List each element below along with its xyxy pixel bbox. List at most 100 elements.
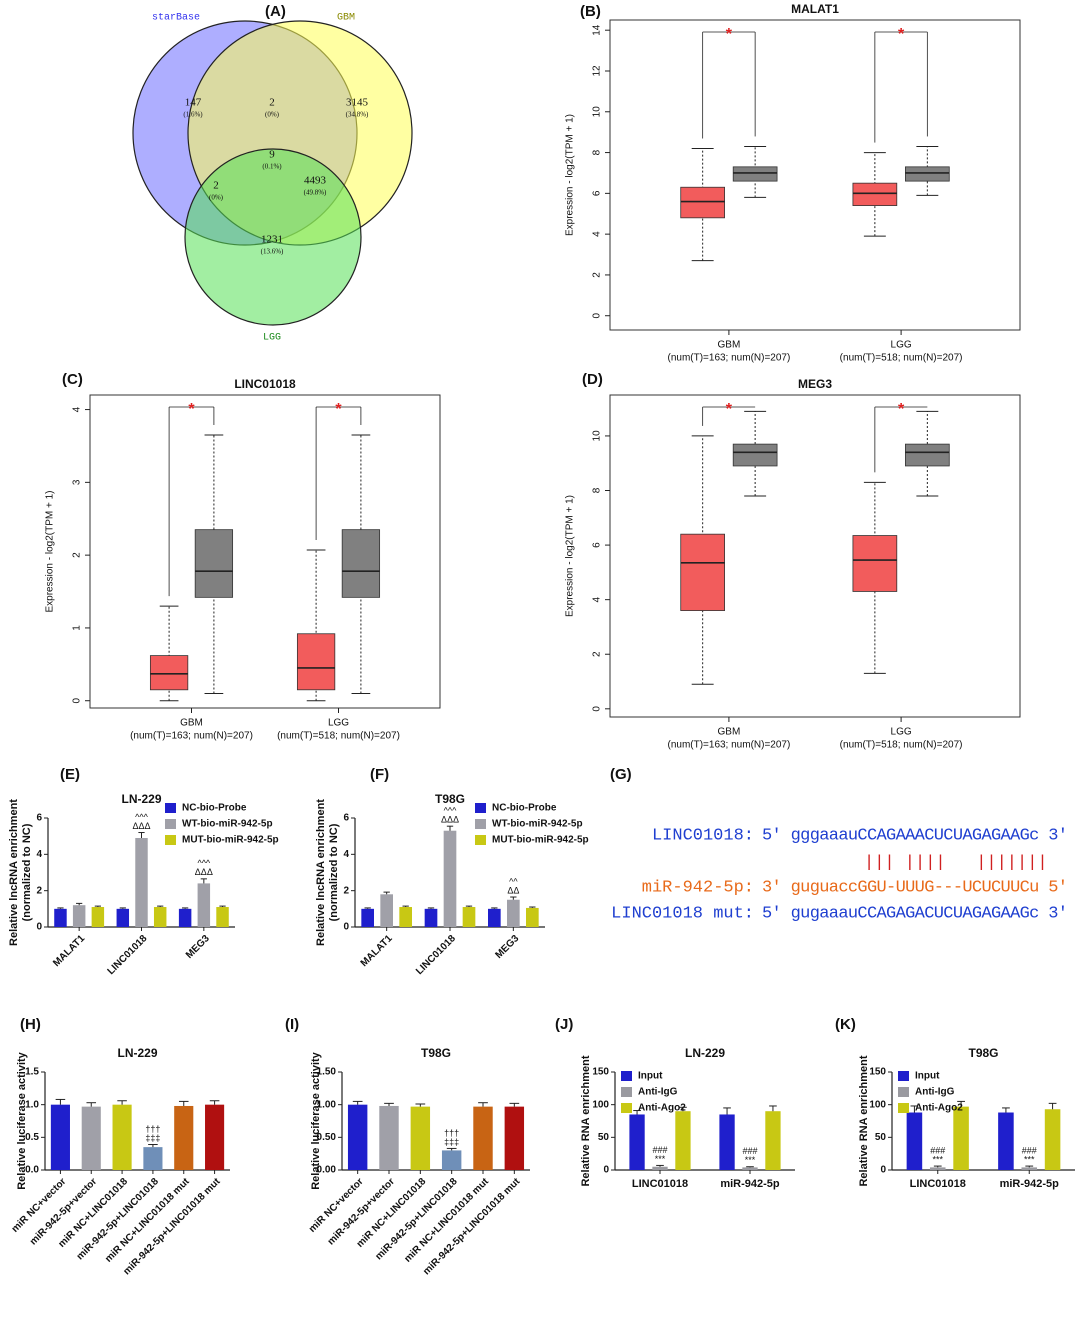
y-tick-label: 0 (592, 313, 603, 319)
bar (652, 1166, 668, 1170)
y-tick-label: 0 (343, 922, 349, 933)
x-tick-label: GBM (718, 727, 741, 738)
plot-frame (89, 394, 441, 709)
venn-set (184, 148, 362, 326)
legend-label: Input (638, 1071, 663, 1082)
box (341, 529, 381, 598)
sequence: 5' gugaaauCCAGAGACUCUAGAGAAGc 3' (762, 904, 1068, 923)
sequence: 3' guguaccGGU-UUUG---UCUCUUCu 5' (762, 878, 1068, 897)
bar (507, 899, 520, 927)
box (149, 655, 189, 691)
legend-label: MUT-bio-miR-942-5p (492, 835, 589, 846)
sequence-label: miR-942-5p: (642, 878, 754, 897)
bar (462, 907, 476, 927)
legend-swatch (475, 819, 486, 829)
x-tick-label: LINC01018 (106, 933, 150, 977)
y-tick-label: 1.0 (25, 1099, 39, 1110)
plot-frame (609, 19, 1021, 331)
legend-label: Anti-IgG (915, 1087, 955, 1098)
legend-swatch (475, 803, 486, 813)
x-tick-label: LINC01018 (414, 933, 458, 977)
chart-title: LN-229 (117, 1046, 157, 1060)
legend-label: NC-bio-Probe (182, 803, 247, 814)
region-percent: (1.6%) (183, 111, 203, 119)
chart-title: LINC01018 (234, 377, 296, 391)
x-tick-note: (num(T)=518; num(N)=207) (840, 740, 963, 751)
bar-annotation: ††† (444, 1128, 459, 1138)
y-tick-label: 0.0 (25, 1165, 39, 1176)
x-tick-note: (num(T)=518; num(N)=207) (277, 731, 400, 742)
bar-annotation: ### (930, 1145, 945, 1155)
legend-label: NC-bio-Probe (492, 803, 557, 814)
box (905, 443, 950, 467)
bar (216, 907, 229, 927)
y-tick-label: 4 (36, 849, 42, 860)
significance: * (898, 26, 905, 43)
region-percent: (49.8%) (304, 189, 327, 197)
y-tick-label: 8 (592, 487, 603, 493)
bar (380, 894, 393, 927)
y-axis-label: Relative lncRNA enrichment (315, 799, 327, 946)
y-tick-label: 10 (592, 430, 603, 442)
bar (1044, 1109, 1061, 1170)
panel-label: (G) (610, 766, 632, 783)
panel-label: (K) (835, 1016, 856, 1033)
box (852, 182, 898, 206)
x-tick-note: (num(T)=163; num(N)=207) (667, 353, 790, 364)
legend-swatch (475, 835, 486, 845)
bar-annotation: ^^ (509, 876, 518, 886)
box (680, 186, 725, 219)
y-tick-label: 2 (36, 885, 42, 896)
chart-title: MALAT1 (791, 2, 839, 16)
y-axis-label: Relative RNA enrichment (858, 1055, 870, 1186)
bar (361, 908, 374, 927)
y-tick-label: 100 (869, 1099, 886, 1110)
legend-label: WT-bio-miR-942-5p (182, 819, 273, 830)
bar (953, 1106, 969, 1170)
significance: * (188, 401, 195, 418)
y-tick-label: 0.50 (317, 1132, 337, 1143)
region-count: 2 (269, 97, 275, 109)
y-tick-label: 6 (36, 813, 42, 824)
bar (998, 1112, 1014, 1170)
y-tick-label: 0 (880, 1165, 886, 1176)
y-tick-label: 2 (592, 272, 603, 278)
bar (72, 905, 86, 927)
box (732, 166, 778, 182)
bar-annotation: ΔΔΔ (195, 867, 213, 877)
bar (50, 1104, 70, 1170)
legend-swatch (165, 803, 176, 813)
significance: * (335, 401, 342, 418)
chart-title: T98G (968, 1046, 998, 1060)
bar (54, 908, 67, 927)
y-tick-label: 6 (592, 542, 603, 548)
y-tick-label: 0.00 (317, 1165, 337, 1176)
region-count: 1231 (261, 234, 283, 246)
y-tick-label: 12 (592, 65, 603, 77)
x-tick-label: LGG (891, 340, 912, 351)
x-tick-label: LGG (891, 727, 912, 738)
panel-label: (E) (60, 766, 80, 783)
y-axis-label: Relative lncRNA enrichment (8, 799, 20, 946)
panel-label: (B) (580, 3, 601, 20)
x-tick-label: miR-942-5p (720, 1178, 780, 1190)
legend-label: Input (915, 1071, 940, 1082)
y-axis-label: Relative luciferase activity (310, 1051, 322, 1189)
significance: * (726, 26, 733, 43)
legend-swatch (621, 1087, 632, 1097)
x-tick-note: (num(T)=518; num(N)=207) (840, 353, 963, 364)
region-percent: (0.1%) (262, 163, 282, 171)
bar (441, 1150, 462, 1170)
y-tick-label: 6 (343, 813, 349, 824)
bar (174, 1105, 194, 1170)
region-count: 3145 (346, 97, 369, 109)
chart-title: LN-229 (121, 792, 161, 806)
chart-title: T98G (435, 792, 465, 806)
y-tick-label: 50 (875, 1132, 887, 1143)
bar (719, 1114, 735, 1170)
bar (135, 837, 148, 927)
panel-label: (C) (62, 371, 83, 388)
bar-annotation: ### (1022, 1145, 1037, 1155)
y-axis-label: Expression - log2(TPM + 1) (565, 114, 576, 236)
